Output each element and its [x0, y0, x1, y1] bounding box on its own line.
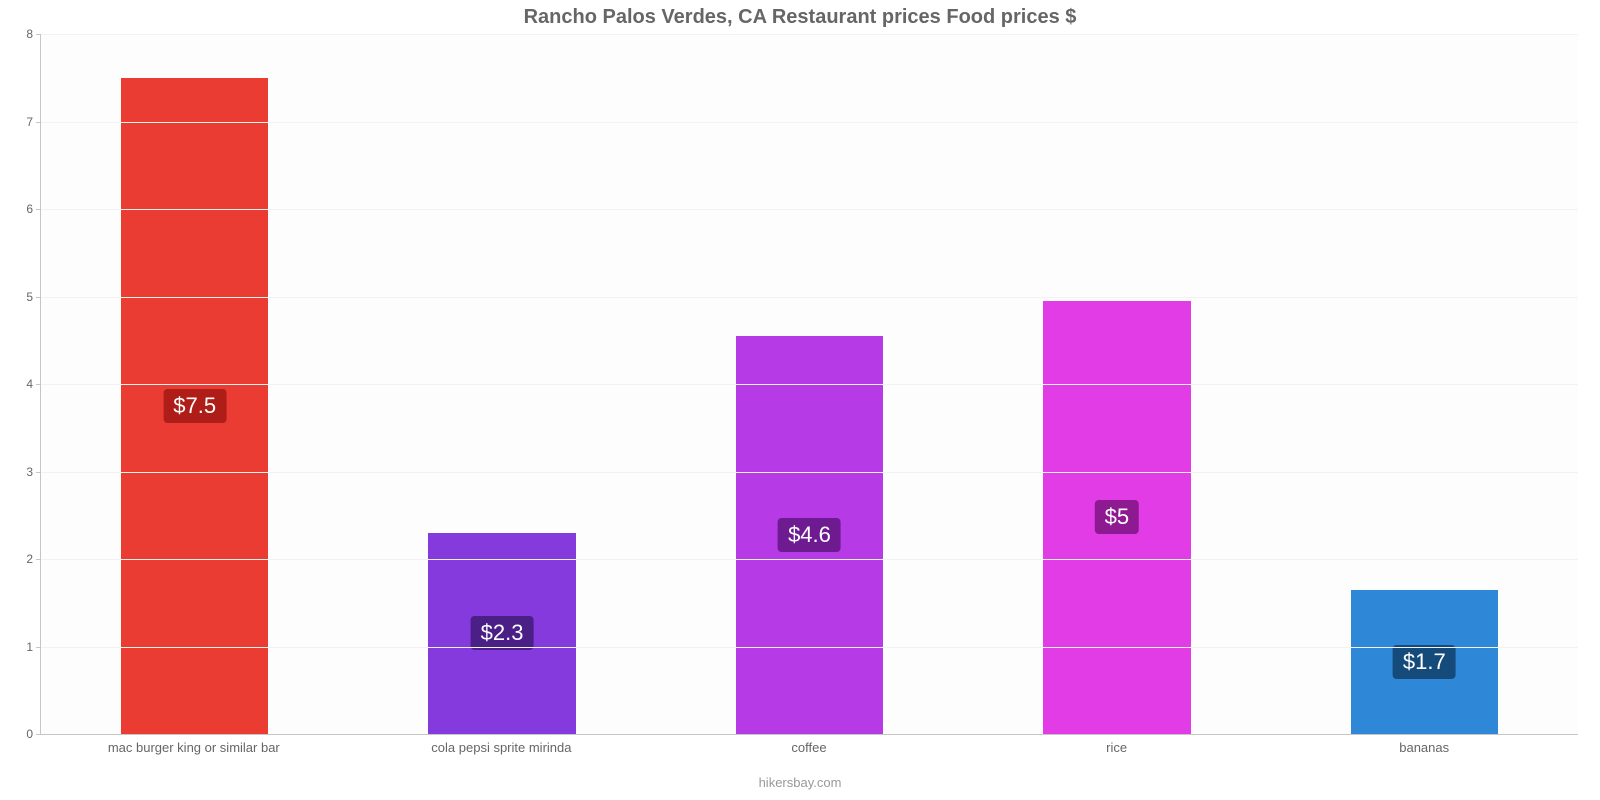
y-tick-label: 2 — [26, 552, 41, 566]
y-tick-label: 0 — [26, 727, 41, 741]
grid-line — [41, 384, 1578, 385]
x-axis-labels: mac burger king or similar bar cola pepsi… — [40, 740, 1578, 768]
y-tick-label: 1 — [26, 640, 41, 654]
value-badge: $7.5 — [163, 389, 226, 423]
grid-line — [41, 209, 1578, 210]
x-axis-label: coffee — [791, 740, 826, 755]
bar-3: $5 — [1043, 301, 1191, 734]
bar-1: $2.3 — [428, 533, 576, 734]
bar-0: $7.5 — [121, 78, 269, 734]
y-tick-label: 3 — [26, 465, 41, 479]
grid-line — [41, 34, 1578, 35]
y-tick-label: 7 — [26, 115, 41, 129]
grid-line — [41, 122, 1578, 123]
x-axis-label: cola pepsi sprite mirinda — [431, 740, 571, 755]
grid-line — [41, 559, 1578, 560]
value-badge: $1.7 — [1393, 645, 1456, 679]
y-tick-label: 4 — [26, 377, 41, 391]
price-bar-chart: Rancho Palos Verdes, CA Restaurant price… — [0, 0, 1600, 800]
attribution-text: hikersbay.com — [0, 775, 1600, 790]
x-axis-label: rice — [1106, 740, 1127, 755]
value-badge: $5 — [1095, 500, 1139, 534]
y-tick-label: 6 — [26, 202, 41, 216]
x-axis-label: mac burger king or similar bar — [108, 740, 280, 755]
value-badge: $2.3 — [471, 616, 534, 650]
chart-title: Rancho Palos Verdes, CA Restaurant price… — [0, 6, 1600, 29]
value-badge: $4.6 — [778, 518, 841, 552]
grid-line — [41, 472, 1578, 473]
y-tick-label: 8 — [26, 27, 41, 41]
bar-2: $4.6 — [736, 336, 884, 734]
y-tick-label: 5 — [26, 290, 41, 304]
grid-line — [41, 297, 1578, 298]
bar-4: $1.7 — [1351, 590, 1499, 734]
plot-area: $7.5$2.3$4.6$5$1.7 012345678 — [40, 34, 1578, 735]
x-axis-label: bananas — [1399, 740, 1449, 755]
grid-line — [41, 647, 1578, 648]
